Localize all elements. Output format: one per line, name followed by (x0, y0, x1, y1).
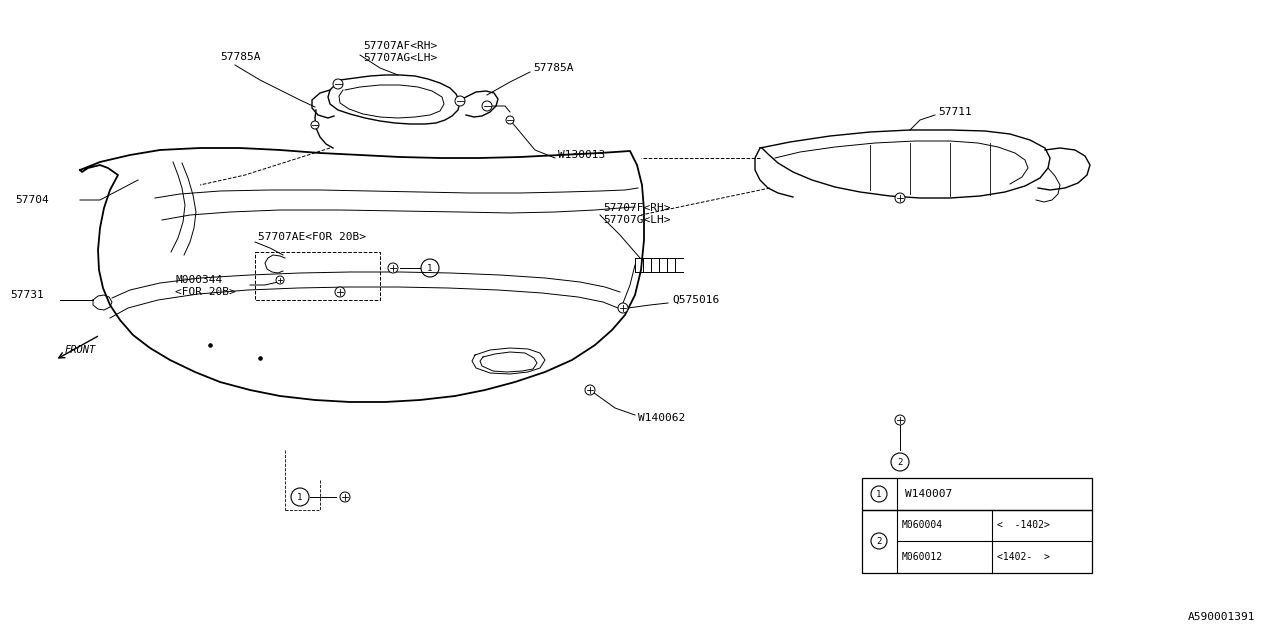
Text: W140062: W140062 (637, 413, 685, 423)
Circle shape (340, 492, 349, 502)
Text: 1: 1 (428, 264, 433, 273)
Text: 57704: 57704 (15, 195, 49, 205)
Bar (861, 478, 1092, 510)
Text: 57707F<RH>: 57707F<RH> (603, 203, 671, 213)
Bar (861, 510, 1092, 573)
Text: 57707AE<FOR 20B>: 57707AE<FOR 20B> (259, 232, 366, 242)
Text: W130013: W130013 (558, 150, 605, 160)
Text: Q575016: Q575016 (672, 295, 719, 305)
Text: 2: 2 (877, 536, 882, 545)
Text: <1402-  >: <1402- > (997, 552, 1050, 562)
Text: 2: 2 (897, 458, 902, 467)
Text: 1: 1 (877, 490, 882, 499)
Circle shape (388, 263, 398, 273)
Text: M060012: M060012 (902, 552, 943, 562)
Text: 57785A: 57785A (532, 63, 573, 73)
Circle shape (585, 385, 595, 395)
Circle shape (618, 303, 628, 313)
Text: 57707G<LH>: 57707G<LH> (603, 215, 671, 225)
Text: 57785A: 57785A (220, 52, 261, 62)
Circle shape (335, 287, 346, 297)
Text: W140007: W140007 (905, 489, 952, 499)
Circle shape (506, 116, 515, 124)
Text: 57731: 57731 (10, 290, 44, 300)
Circle shape (276, 276, 284, 284)
Text: <  -1402>: < -1402> (997, 520, 1050, 530)
Circle shape (311, 121, 319, 129)
Text: 1: 1 (297, 493, 302, 502)
Circle shape (454, 96, 465, 106)
Circle shape (895, 193, 905, 203)
Text: M000344: M000344 (175, 275, 223, 285)
Text: M060004: M060004 (902, 520, 943, 530)
Text: 57707AF<RH>: 57707AF<RH> (364, 41, 438, 51)
Circle shape (333, 79, 343, 89)
Text: FRONT: FRONT (65, 345, 96, 355)
Text: 57711: 57711 (938, 107, 972, 117)
Text: <FOR 20B>: <FOR 20B> (175, 287, 236, 297)
Text: 57707AG<LH>: 57707AG<LH> (364, 53, 438, 63)
Circle shape (483, 101, 492, 111)
Text: A590001391: A590001391 (1188, 612, 1254, 622)
Circle shape (895, 415, 905, 425)
